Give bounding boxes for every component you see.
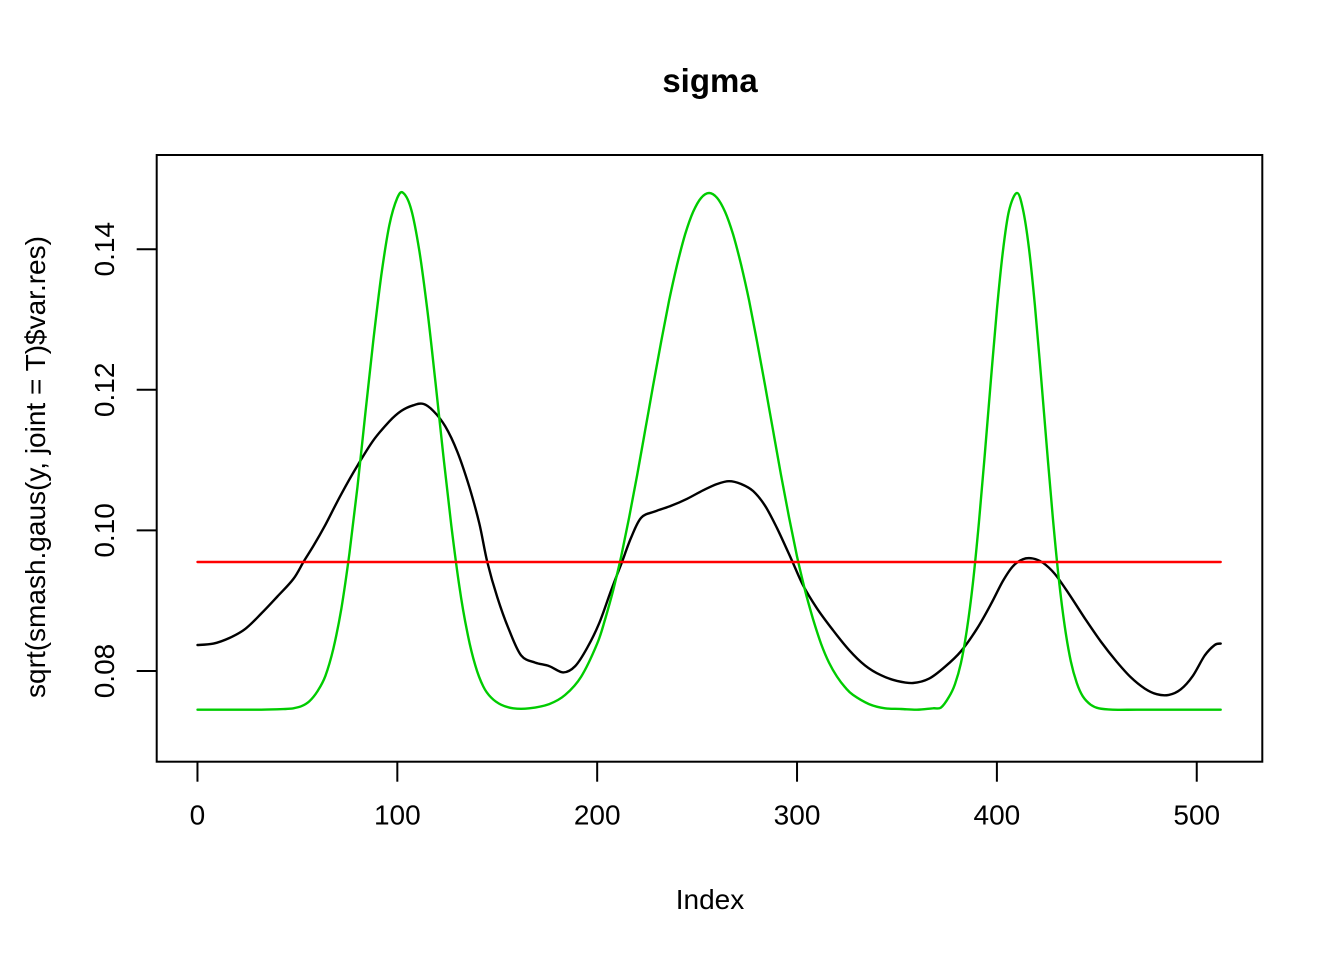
x-tick-label: 300 <box>774 800 821 831</box>
x-tick-label: 500 <box>1173 800 1220 831</box>
x-tick-label: 100 <box>374 800 421 831</box>
x-tick-label: 0 <box>190 800 206 831</box>
series-true-sigma <box>196 190 1222 711</box>
y-tick-label: 0.08 <box>89 644 120 699</box>
x-tick-label: 400 <box>974 800 1021 831</box>
plot-border <box>155 154 1264 763</box>
y-tick-label: 0.14 <box>89 222 120 277</box>
series-estimated-sigma <box>196 402 1222 697</box>
y-axis-title: sqrt(smash.gaus(y, joint = T)$var.res) <box>20 236 51 698</box>
y-tick-label: 0.10 <box>89 503 120 558</box>
x-axis-title: Index <box>675 884 745 915</box>
chart-title: sigma <box>662 62 758 99</box>
y-tick-label: 0.12 <box>89 363 120 418</box>
x-tick-label: 200 <box>574 800 621 831</box>
